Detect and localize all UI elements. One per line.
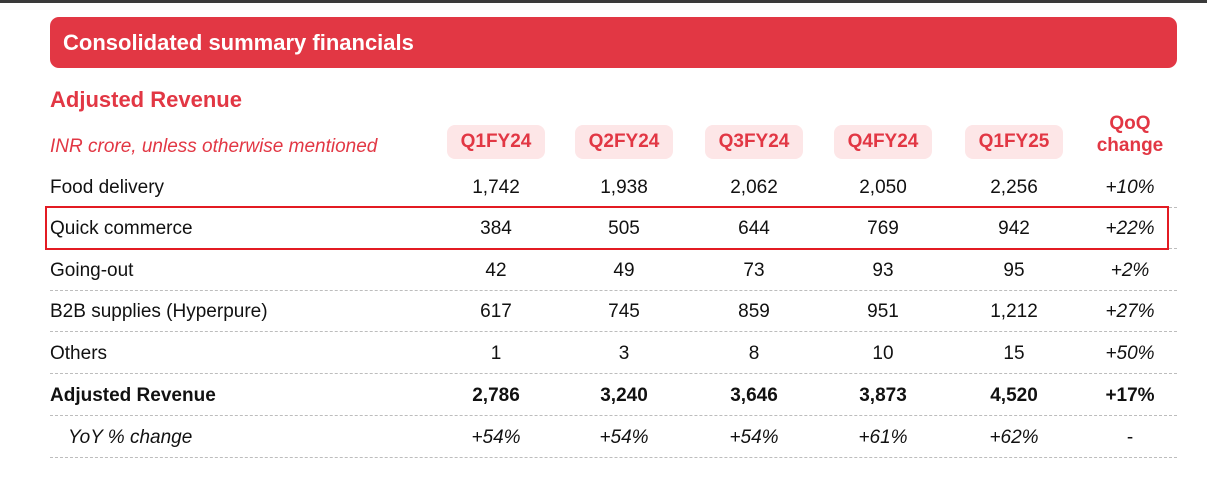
row-value: 769 xyxy=(867,218,899,239)
window-top-border xyxy=(0,0,1207,3)
row-value: 1,212 xyxy=(990,301,1038,322)
row-change: +10% xyxy=(1105,177,1155,198)
row-value: 8 xyxy=(748,343,760,364)
row-value: 617 xyxy=(480,301,512,322)
row-value: 942 xyxy=(998,218,1030,239)
table-row: Food delivery 1,742 1,938 2,062 2,050 2,… xyxy=(50,168,1177,208)
row-value: 505 xyxy=(608,218,640,239)
qoq-change-header: QoQ change xyxy=(1090,113,1170,157)
row-value: 1,938 xyxy=(600,177,648,198)
row-value: +54% xyxy=(471,427,521,448)
row-value: 951 xyxy=(867,301,899,322)
qoq-header-line1: QoQ xyxy=(1109,113,1151,134)
table-row: Others 1 3 8 10 15 +50% xyxy=(50,334,1177,374)
row-label: Quick commerce xyxy=(50,218,193,239)
quarter-header-q2fy24: Q2FY24 xyxy=(575,125,673,159)
row-label: Food delivery xyxy=(50,177,165,198)
row-change: +17% xyxy=(1105,385,1155,406)
row-label: B2B supplies (Hyperpure) xyxy=(50,301,268,322)
table-row: B2B supplies (Hyperpure) 617 745 859 951… xyxy=(50,292,1177,332)
row-value: 2,256 xyxy=(990,177,1038,198)
row-value: +62% xyxy=(989,427,1039,448)
row-change: +50% xyxy=(1105,343,1155,364)
row-change: - xyxy=(1126,427,1134,448)
row-value: 1,742 xyxy=(472,177,520,198)
row-value: 93 xyxy=(872,260,894,281)
row-value: 384 xyxy=(480,218,512,239)
row-value: 2,786 xyxy=(472,385,520,406)
section-banner: Consolidated summary financials xyxy=(50,17,1177,68)
units-note: INR crore, unless otherwise mentioned xyxy=(50,136,378,157)
row-value: 49 xyxy=(613,260,635,281)
table-row-yoy: YoY % change +54% +54% +54% +61% +62% - xyxy=(50,418,1177,458)
row-change: +22% xyxy=(1105,218,1155,239)
row-value: 2,050 xyxy=(859,177,907,198)
qoq-header-line2: change xyxy=(1096,135,1164,156)
row-value: 859 xyxy=(738,301,770,322)
quarter-header-q1fy25: Q1FY25 xyxy=(965,125,1063,159)
row-value: +54% xyxy=(599,427,649,448)
row-value: 15 xyxy=(1003,343,1025,364)
row-value: 3,646 xyxy=(730,385,778,406)
table-row: Quick commerce 384 505 644 769 942 +22% xyxy=(50,209,1177,249)
quarter-header-q1fy24: Q1FY24 xyxy=(447,125,545,159)
row-value: 2,062 xyxy=(730,177,778,198)
quarter-header-q4fy24: Q4FY24 xyxy=(834,125,932,159)
row-value: 3,240 xyxy=(600,385,648,406)
row-change: +27% xyxy=(1105,301,1155,322)
row-value: 95 xyxy=(1003,260,1025,281)
row-value: 1 xyxy=(490,343,502,364)
row-value: 745 xyxy=(608,301,640,322)
section-title: Adjusted Revenue xyxy=(50,87,242,112)
row-label: YoY % change xyxy=(68,427,193,448)
row-label: Going-out xyxy=(50,260,134,281)
table-row-total: Adjusted Revenue 2,786 3,240 3,646 3,873… xyxy=(50,376,1177,416)
row-value: 3,873 xyxy=(859,385,907,406)
row-value: 10 xyxy=(872,343,894,364)
row-label: Adjusted Revenue xyxy=(50,385,216,406)
table-row: Going-out 42 49 73 93 95 +2% xyxy=(50,251,1177,291)
row-value: 73 xyxy=(743,260,765,281)
row-change: +2% xyxy=(1110,260,1150,281)
row-value: 644 xyxy=(738,218,770,239)
row-label: Others xyxy=(50,343,108,364)
row-value: +54% xyxy=(729,427,779,448)
quarter-header-q3fy24: Q3FY24 xyxy=(705,125,803,159)
row-value: 42 xyxy=(485,260,507,281)
row-value: +61% xyxy=(858,427,908,448)
row-value: 4,520 xyxy=(990,385,1038,406)
banner-title: Consolidated summary financials xyxy=(63,29,414,55)
row-value: 3 xyxy=(618,343,630,364)
